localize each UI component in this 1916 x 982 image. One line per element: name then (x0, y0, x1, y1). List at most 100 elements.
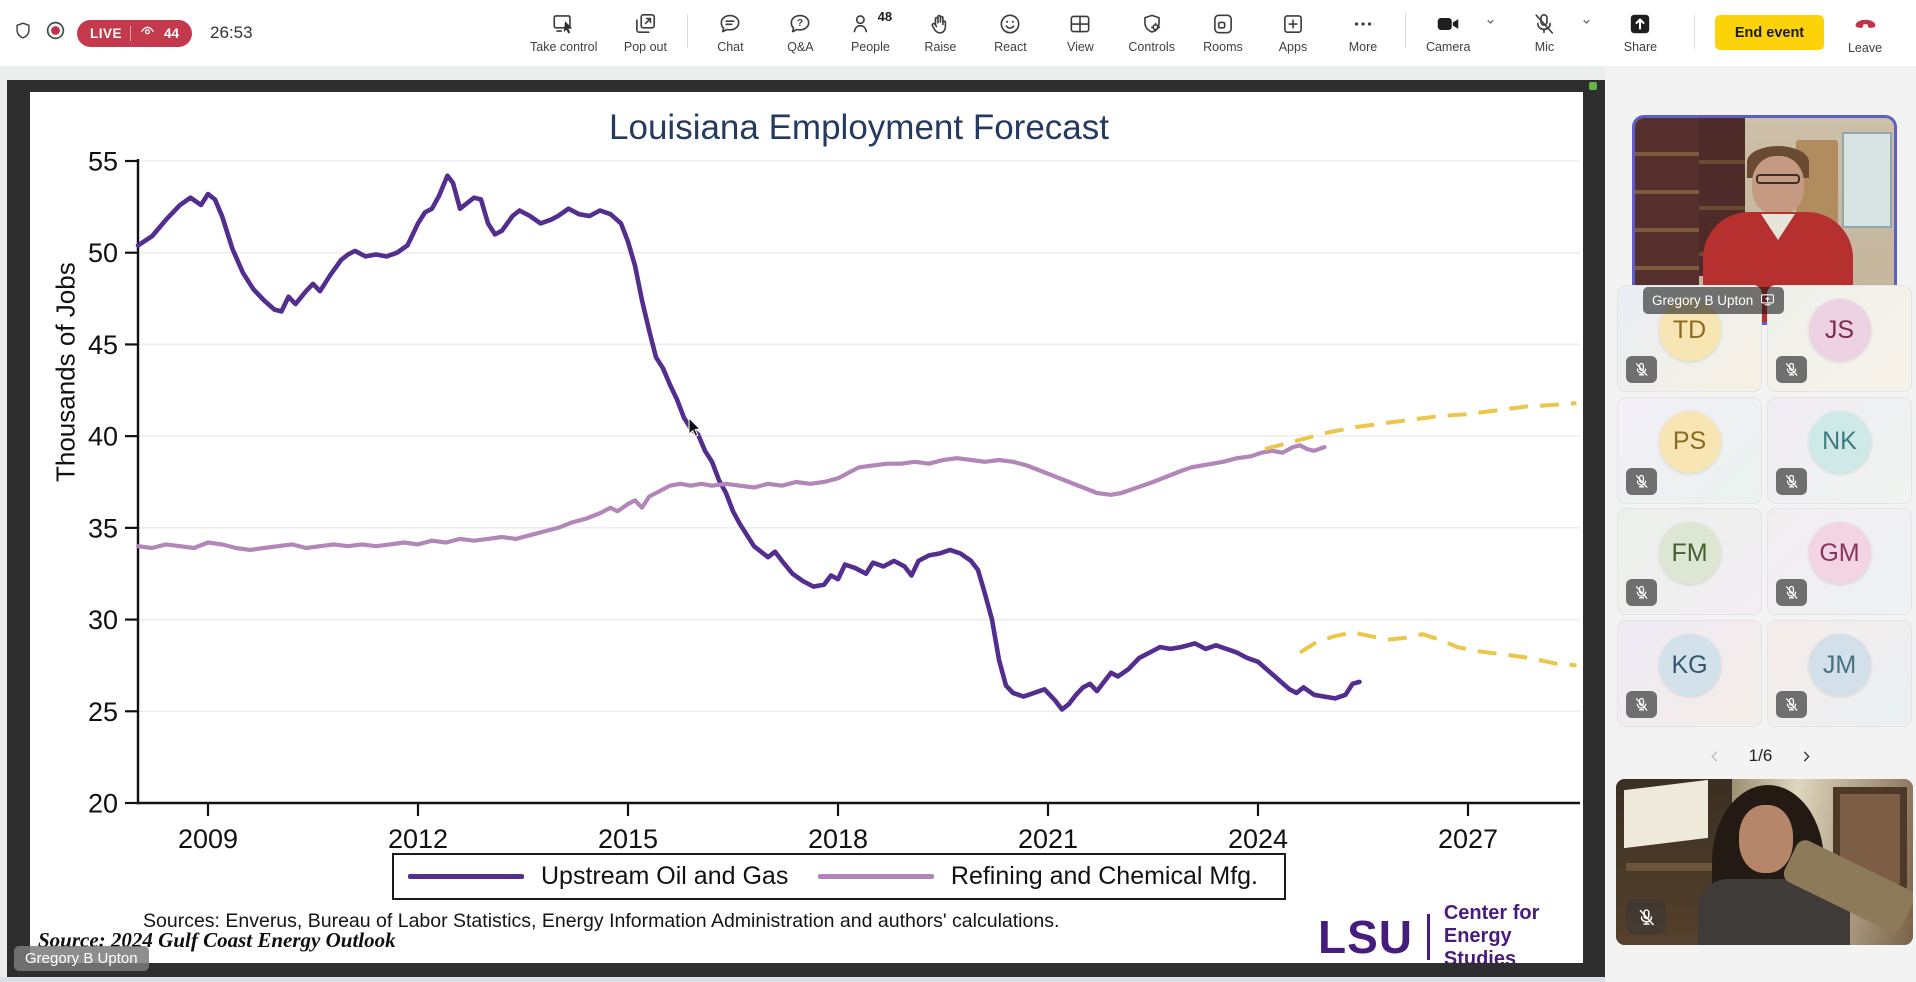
toolbar-more-button[interactable]: More (1335, 0, 1391, 54)
legend-line-upstream (408, 874, 524, 879)
svg-text:2024: 2024 (1228, 824, 1288, 854)
toolbar-separator (687, 14, 689, 48)
recording-icon (44, 19, 67, 47)
participant-tile-nk[interactable]: NK (1767, 396, 1912, 504)
avatar: NK (1808, 410, 1871, 473)
svg-text:35: 35 (88, 513, 118, 543)
take-control-icon (551, 11, 577, 42)
live-badge: LIVE 44 (77, 19, 193, 47)
meeting-status-cluster: LIVE 44 26:53 (12, 0, 253, 66)
participant-tile-gm[interactable]: GM (1767, 508, 1912, 615)
qa-icon: ? (787, 11, 813, 42)
react-smiley-icon (997, 11, 1023, 42)
page-next-icon[interactable] (1798, 748, 1815, 765)
participant-tile-ps[interactable]: PS (1617, 396, 1762, 504)
toolbar-button-label: Share (1623, 40, 1658, 54)
leave-button[interactable]: Leave (1838, 9, 1892, 55)
mic-muted-icon (1531, 11, 1557, 42)
people-count-badge: 48 (877, 9, 893, 24)
meeting-toolbar: LIVE 44 26:53 Take control Pop out Chat? Q&… (0, 0, 1916, 66)
participants-sidebar: Gregory B Upton TD JS PS NK FM GM KG JM 1/6 (1605, 66, 1916, 982)
toolbar-raise-button[interactable]: Raise (912, 0, 968, 54)
toolbar-separator (1694, 15, 1695, 49)
participant-video (1616, 779, 1913, 945)
camera-icon (1435, 11, 1461, 42)
toolbar-button-label: React (994, 40, 1027, 54)
toolbar-button-label: Camera (1425, 40, 1471, 54)
share-screen-icon (1627, 11, 1653, 42)
apps-plus-icon (1280, 11, 1306, 42)
toolbar-buttons: Take control Pop out Chat? Q&A 48 People Raise… (524, 0, 1668, 66)
lsu-logo-divider (1427, 913, 1430, 960)
toolbar-take-control-button[interactable]: Take control (524, 0, 603, 54)
participant-tile-js[interactable]: JS (1767, 285, 1912, 392)
toolbar-controls-button[interactable]: Controls (1122, 0, 1181, 54)
presenter-name-tag: Gregory B Upton (14, 946, 149, 971)
mic-muted-icon (1776, 691, 1807, 718)
toolbar-button-label: Q&A (787, 40, 814, 54)
toolbar-button-label: Raise (924, 40, 957, 54)
legend-label-refining: Refining and Chemical Mfg. (950, 862, 1258, 890)
shared-window-frame: Louisiana Employment Forecast Thousands … (7, 80, 1605, 978)
toolbar-mic-button[interactable]: Mic (1516, 0, 1590, 54)
svg-text:25: 25 (88, 697, 118, 727)
participant-name: Gregory B Upton (1652, 293, 1754, 308)
avatar: JM (1808, 634, 1871, 696)
participant-tile-jm[interactable]: JM (1767, 620, 1912, 727)
rooms-icon (1210, 11, 1236, 42)
toolbar-button-label: More (1348, 40, 1378, 54)
screenshare-stage: Louisiana Employment Forecast Thousands … (0, 66, 1605, 982)
avatar: KG (1658, 634, 1721, 696)
toolbar-button-label: Rooms (1203, 40, 1243, 54)
toolbar-rooms-button[interactable]: Rooms (1195, 0, 1251, 54)
toolbar-apps-button[interactable]: Apps (1265, 0, 1321, 54)
avatar: GM (1808, 522, 1871, 584)
participant-name-tag: Gregory B Upton (1643, 287, 1785, 314)
avatar: JS (1808, 299, 1871, 361)
svg-text:40: 40 (88, 422, 118, 452)
participant-tile-kg[interactable]: KG (1617, 620, 1762, 727)
toolbar-view-button[interactable]: View (1052, 0, 1108, 54)
end-event-button[interactable]: End event (1715, 15, 1824, 50)
toolbar-qa-button[interactable]: ? Q&A (772, 0, 828, 54)
shield-icon (12, 20, 34, 47)
more-ellipsis-icon (1350, 11, 1376, 42)
toolbar-people-button[interactable]: 48 People (842, 0, 898, 54)
svg-text:2015: 2015 (598, 824, 658, 854)
lsu-logo: LSU Center for Energy Studies (1318, 902, 1583, 963)
presenting-icon (1760, 292, 1775, 310)
view-grid-icon (1067, 11, 1093, 42)
toolbar-camera-button[interactable]: Camera (1420, 0, 1494, 54)
legend-item-refining: Refining and Chemical Mfg. (817, 862, 1258, 891)
leave-phone-icon (1852, 9, 1879, 41)
chevron-down-icon[interactable] (1579, 14, 1594, 34)
window-bottom-edge (0, 977, 1605, 982)
page-indicator: 1/6 (1748, 746, 1773, 765)
mic-muted-icon (1626, 691, 1657, 718)
live-badge-divider (130, 25, 132, 41)
viewers-eye-icon (139, 22, 156, 44)
lsu-acronym: LSU (1318, 910, 1413, 963)
active-speaker-video[interactable]: Gregory B Upton (1632, 115, 1897, 325)
leave-label: Leave (1847, 41, 1883, 55)
page-previous-icon[interactable] (1706, 748, 1723, 765)
mic-muted-icon (1776, 356, 1807, 383)
toolbar-pop-out-button[interactable]: Pop out (617, 0, 673, 54)
viewer-count: 44 (164, 25, 180, 41)
chevron-down-icon[interactable] (1483, 14, 1498, 34)
toolbar-button-label: Controls (1128, 40, 1175, 54)
participant-tile-fm[interactable]: FM (1617, 508, 1762, 615)
toolbar-react-button[interactable]: React (982, 0, 1038, 54)
participants-pagination: 1/6 (1605, 746, 1916, 766)
svg-text:50: 50 (88, 238, 118, 268)
legend-line-refining (817, 874, 934, 879)
lsu-org-name: Center for Energy Studies (1443, 902, 1540, 963)
toolbar-chat-button[interactable]: Chat (702, 0, 758, 54)
legend-item-upstream: Upstream Oil and Gas (408, 862, 788, 891)
mic-muted-icon (1626, 467, 1657, 495)
toolbar-button-label: Pop out (623, 40, 667, 54)
presentation-slide: Louisiana Employment Forecast Thousands … (30, 92, 1583, 963)
participant-video-tile[interactable] (1616, 779, 1913, 945)
meeting-timer: 26:53 (210, 23, 253, 42)
toolbar-share-button[interactable]: Share (1612, 0, 1668, 54)
